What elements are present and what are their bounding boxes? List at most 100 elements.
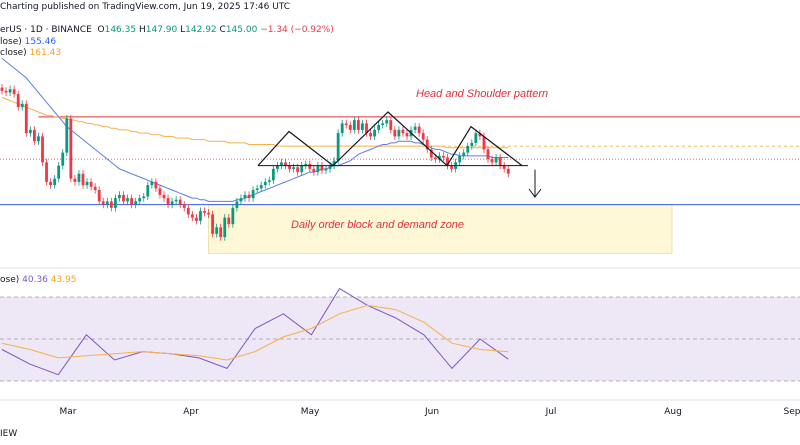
published-line: Charting published on TradingView.com, J…: [0, 2, 291, 12]
candle: [506, 165, 510, 178]
candle: [37, 132, 40, 145]
candle-body: [142, 196, 146, 199]
candle: [85, 178, 89, 189]
candle-body: [259, 185, 263, 189]
candle-body: [77, 173, 81, 182]
candle-body: [45, 162, 48, 182]
candle: [429, 145, 433, 162]
candle: [466, 142, 470, 157]
candle-body: [219, 227, 223, 238]
target-arrow-head: [528, 188, 542, 198]
candle-body: [425, 139, 429, 150]
candle-body: [348, 125, 352, 130]
candle: [211, 210, 214, 238]
candle-body: [243, 194, 247, 199]
candle-body: [352, 120, 356, 130]
candle: [438, 152, 441, 163]
candle: [458, 152, 462, 166]
candle: [49, 178, 52, 189]
candle-body: [20, 103, 24, 108]
ma50-label: lose): [0, 37, 22, 47]
candle-body: [296, 167, 300, 173]
candle: [93, 183, 97, 194]
candle: [223, 214, 227, 241]
candle: [130, 194, 133, 209]
rsi-legend[interactable]: ose) 40.36 43.95: [0, 275, 77, 285]
candle-body: [130, 198, 133, 205]
candle: [207, 209, 210, 218]
ma50-legend[interactable]: lose) 155.46: [0, 37, 56, 47]
x-tick-jul: Jul: [545, 407, 557, 417]
candle: [340, 119, 344, 137]
candle-body: [93, 186, 97, 190]
candle-body: [446, 157, 449, 166]
candle-body: [474, 133, 478, 143]
candle: [263, 178, 267, 189]
head-shoulders-pattern: [257, 111, 523, 167]
candle-body: [385, 120, 389, 124]
candle-body: [421, 133, 425, 140]
candle-body: [73, 178, 77, 182]
candle-body: [357, 120, 360, 130]
candle: [377, 121, 381, 134]
candle-body: [361, 123, 364, 130]
candle-body: [389, 120, 393, 130]
candle: [57, 162, 61, 183]
candle: [502, 162, 506, 173]
candle-body: [8, 89, 12, 93]
candle: [324, 165, 328, 175]
candle: [53, 175, 57, 189]
candle-body: [195, 217, 198, 221]
candle-body: [28, 129, 32, 134]
ma200-legend[interactable]: close) 161.43: [0, 48, 61, 58]
candle: [417, 123, 421, 137]
candle: [251, 186, 255, 202]
candle-body: [134, 201, 138, 205]
candle: [304, 160, 308, 170]
candle: [61, 149, 65, 170]
candle: [69, 114, 73, 183]
candle-body: [109, 201, 113, 208]
symbol-label[interactable]: erUS · 1D · BINANCE: [0, 25, 92, 35]
candle-body: [450, 165, 453, 169]
candle-body: [381, 123, 385, 125]
ma200-value: 161.43: [29, 48, 62, 58]
candle-body: [65, 118, 69, 153]
candle-body: [227, 217, 231, 225]
candle-body: [365, 123, 368, 134]
candle-body: [199, 211, 202, 221]
candle: [190, 210, 194, 222]
candle: [413, 123, 417, 134]
candle: [474, 129, 478, 147]
candle-body: [320, 165, 324, 171]
candle: [118, 191, 121, 202]
candle-body: [57, 165, 61, 179]
candle: [348, 121, 352, 134]
candle: [65, 114, 69, 157]
candle-body: [276, 165, 279, 169]
candle-body: [498, 157, 502, 166]
candle-body: [458, 155, 462, 163]
candle-body: [182, 204, 186, 208]
candle-body: [186, 207, 190, 215]
candle: [247, 191, 251, 202]
candle-body: [502, 165, 506, 169]
candle-body: [344, 123, 348, 125]
candle-body: [231, 207, 235, 225]
candle-body: [300, 165, 304, 173]
candle: [105, 197, 109, 209]
candle-body: [211, 214, 214, 234]
candle: [239, 194, 243, 205]
candle-body: [263, 181, 267, 186]
candle-body: [223, 217, 227, 238]
candle: [292, 163, 295, 173]
candle-body: [235, 201, 239, 208]
candle-body: [462, 152, 466, 156]
candle-body: [324, 168, 328, 171]
candle: [77, 170, 81, 186]
candle-body: [97, 190, 101, 202]
candle: [308, 160, 312, 173]
candle-body: [486, 149, 490, 160]
candle-body: [170, 201, 174, 205]
